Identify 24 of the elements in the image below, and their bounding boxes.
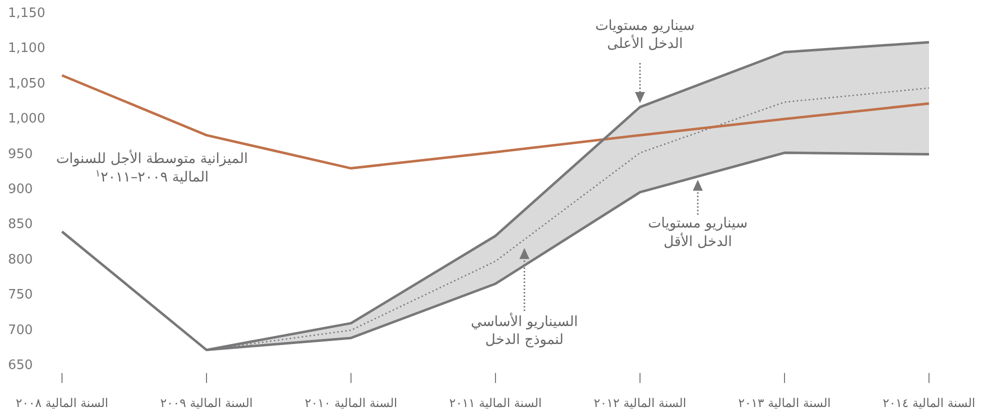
annotation: السيناريو الأساسي لنموذج الدخل [470, 312, 578, 348]
annotation: سيناريو مستويات الدخل الأعلى [595, 18, 695, 52]
x-tick-label: السنة المالية ٢٠١٤ [882, 396, 976, 410]
y-tick-label: 950 [8, 146, 33, 162]
y-tick-label: 1,000 [8, 112, 46, 127]
y-tick-label: 700 [8, 322, 33, 338]
y-tick-label: 650 [8, 358, 33, 373]
y-tick-label: 900 [8, 182, 33, 197]
x-tick-label: السنة المالية ٢٠٠٨ [16, 396, 108, 410]
y-tick-label: 850 [8, 217, 33, 232]
annotation: السيناريو الأساسي لنموذج الدخل [470, 248, 578, 348]
x-tick-label: السنة المالية ٢٠١١ [449, 396, 542, 410]
y-tick-label: 750 [8, 288, 33, 303]
x-tick-label: السنة المالية ٢٠١٠ [304, 396, 398, 410]
annotation: سيناريو مستويات الدخل الأقل [648, 180, 748, 250]
annotation: سيناريو مستويات الدخل الأعلى [595, 18, 695, 103]
x-tick-label: السنة المالية ٢٠١٣ [738, 396, 831, 410]
y-tick-label: 1,150 [8, 6, 46, 21]
x-tick-label: السنة المالية ٢٠١٢ [594, 396, 686, 410]
y-tick-label: 1,050 [8, 76, 46, 92]
y-tick-label: 1,100 [8, 41, 46, 56]
x-tick-label: السنة المالية ٢٠٠٩ [160, 396, 253, 410]
annotation: سيناريو مستويات الدخل الأقل [648, 216, 748, 250]
y-tick-label: 800 [8, 252, 33, 268]
